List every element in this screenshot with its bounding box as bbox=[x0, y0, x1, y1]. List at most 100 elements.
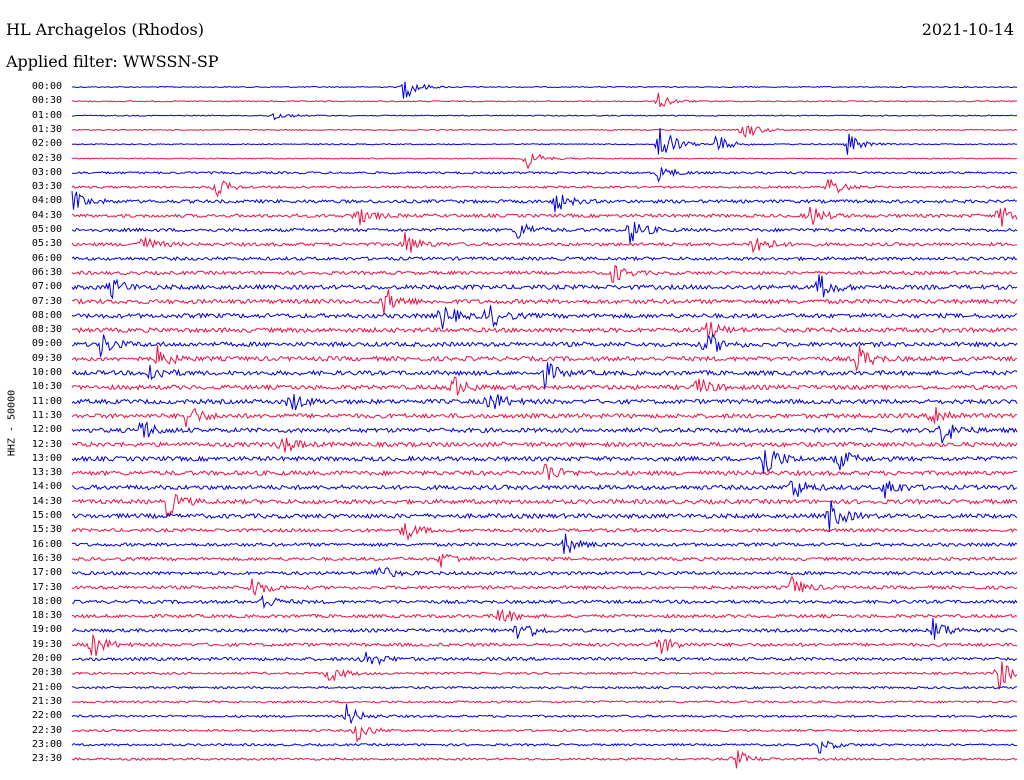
trace-1900 bbox=[71, 617, 1018, 640]
trace-1530 bbox=[71, 523, 1018, 542]
row-label-1830: 18:30 bbox=[31, 610, 62, 622]
trace-1800 bbox=[71, 594, 1018, 610]
trace-0500 bbox=[71, 221, 1018, 244]
row-label-0030: 00:30 bbox=[31, 95, 62, 107]
row-label-1330: 13:30 bbox=[31, 467, 62, 479]
row-label-1900: 19:00 bbox=[31, 624, 62, 636]
trace-2000 bbox=[71, 651, 1018, 666]
row-label-1730: 17:30 bbox=[31, 581, 62, 593]
row-label-1130: 11:30 bbox=[31, 409, 62, 421]
row-label-0100: 01:00 bbox=[31, 109, 62, 121]
row-label-1100: 11:00 bbox=[31, 395, 62, 407]
row-label-0400: 04:00 bbox=[31, 195, 62, 207]
trace-1230 bbox=[71, 437, 1018, 453]
trace-1430 bbox=[71, 493, 1018, 518]
trace-1730 bbox=[71, 575, 1018, 597]
trace-0230 bbox=[71, 153, 1018, 170]
row-label-1500: 15:00 bbox=[31, 510, 62, 521]
row-label-0830: 08:30 bbox=[31, 324, 62, 336]
trace-2330 bbox=[71, 750, 1018, 769]
trace-0030 bbox=[71, 92, 1018, 108]
row-label-0500: 05:00 bbox=[31, 224, 62, 235]
trace-0630 bbox=[71, 264, 1018, 283]
trace-0930 bbox=[71, 345, 1018, 372]
row-label-2330: 23:30 bbox=[31, 753, 62, 765]
row-label-1630: 16:30 bbox=[31, 552, 62, 564]
station-title: HL Archagelos (Rhodos) bbox=[6, 20, 204, 39]
trace-1500 bbox=[71, 500, 1018, 532]
trace-1400 bbox=[71, 480, 1018, 499]
row-label-1030: 10:30 bbox=[31, 381, 62, 393]
row-label-0600: 06:00 bbox=[31, 252, 62, 264]
row-label-1530: 15:30 bbox=[31, 524, 62, 536]
row-label-0430: 04:30 bbox=[31, 209, 62, 221]
row-label-1430: 14:30 bbox=[31, 495, 62, 507]
trace-1100 bbox=[71, 393, 1018, 411]
filter-label: Applied filter: WWSSN-SP bbox=[6, 52, 219, 71]
trace-0900 bbox=[71, 333, 1018, 357]
trace-1030 bbox=[71, 376, 1018, 396]
trace-2100 bbox=[71, 685, 1018, 690]
trace-0830 bbox=[71, 321, 1018, 339]
trace-0800 bbox=[71, 305, 1018, 330]
trace-2200 bbox=[71, 704, 1018, 724]
row-label-1700: 17:00 bbox=[31, 567, 62, 579]
trace-0400 bbox=[71, 191, 1018, 213]
trace-0730 bbox=[71, 289, 1018, 315]
trace-2300 bbox=[71, 740, 1018, 754]
row-label-1200: 12:00 bbox=[31, 424, 62, 436]
row-label-2030: 20:30 bbox=[31, 667, 62, 679]
trace-0130 bbox=[71, 125, 1018, 138]
trace-0530 bbox=[71, 232, 1018, 254]
trace-0200 bbox=[71, 127, 1017, 155]
trace-1630 bbox=[71, 553, 1018, 568]
row-label-2300: 23:00 bbox=[31, 738, 62, 750]
trace-1330 bbox=[71, 463, 1018, 481]
row-label-0230: 02:30 bbox=[31, 152, 62, 164]
row-label-0800: 08:00 bbox=[31, 309, 62, 321]
row-label-2230: 22:30 bbox=[31, 724, 62, 736]
row-label-0700: 07:00 bbox=[31, 281, 62, 293]
row-label-1230: 12:30 bbox=[31, 438, 62, 450]
date-label: 2021-10-14 bbox=[921, 20, 1014, 39]
trace-1600 bbox=[71, 533, 1018, 555]
row-label-1930: 19:30 bbox=[31, 638, 62, 650]
trace-0330 bbox=[71, 179, 1018, 198]
row-label-0730: 07:30 bbox=[31, 295, 62, 307]
trace-2230 bbox=[71, 726, 1018, 743]
trace-0700 bbox=[71, 274, 1018, 300]
trace-2030 bbox=[71, 661, 1018, 690]
trace-0430 bbox=[71, 206, 1018, 227]
row-label-0900: 09:00 bbox=[31, 338, 62, 350]
row-label-0930: 09:30 bbox=[31, 352, 62, 364]
row-label-1400: 14:00 bbox=[31, 481, 62, 493]
trace-0600 bbox=[71, 255, 1018, 262]
trace-0100 bbox=[71, 113, 1017, 121]
row-label-0000: 00:00 bbox=[31, 81, 62, 92]
row-label-0300: 03:00 bbox=[31, 166, 62, 178]
row-label-2100: 21:00 bbox=[31, 681, 62, 693]
row-label-0130: 01:30 bbox=[31, 123, 62, 135]
trace-1300 bbox=[71, 449, 1018, 474]
row-label-2130: 21:30 bbox=[31, 695, 62, 707]
row-label-2200: 22:00 bbox=[31, 710, 62, 722]
trace-1830 bbox=[71, 608, 1018, 622]
row-label-1800: 18:00 bbox=[31, 595, 62, 607]
trace-0300 bbox=[71, 167, 1018, 183]
row-label-2000: 20:00 bbox=[31, 653, 62, 664]
trace-0000 bbox=[71, 81, 1017, 99]
row-label-0330: 03:30 bbox=[31, 181, 62, 193]
row-label-0530: 05:30 bbox=[31, 238, 62, 250]
trace-2130 bbox=[71, 700, 1018, 704]
trace-1930 bbox=[71, 634, 1018, 656]
row-label-0200: 02:00 bbox=[31, 138, 62, 150]
row-label-0630: 06:30 bbox=[31, 266, 62, 278]
row-label-1000: 10:00 bbox=[31, 367, 62, 378]
trace-1700 bbox=[71, 566, 1018, 578]
trace-1130 bbox=[71, 406, 1017, 428]
row-label-1600: 16:00 bbox=[31, 538, 62, 550]
trace-1200 bbox=[71, 420, 1018, 444]
trace-1000 bbox=[71, 362, 1018, 389]
row-label-1300: 13:00 bbox=[31, 452, 62, 464]
